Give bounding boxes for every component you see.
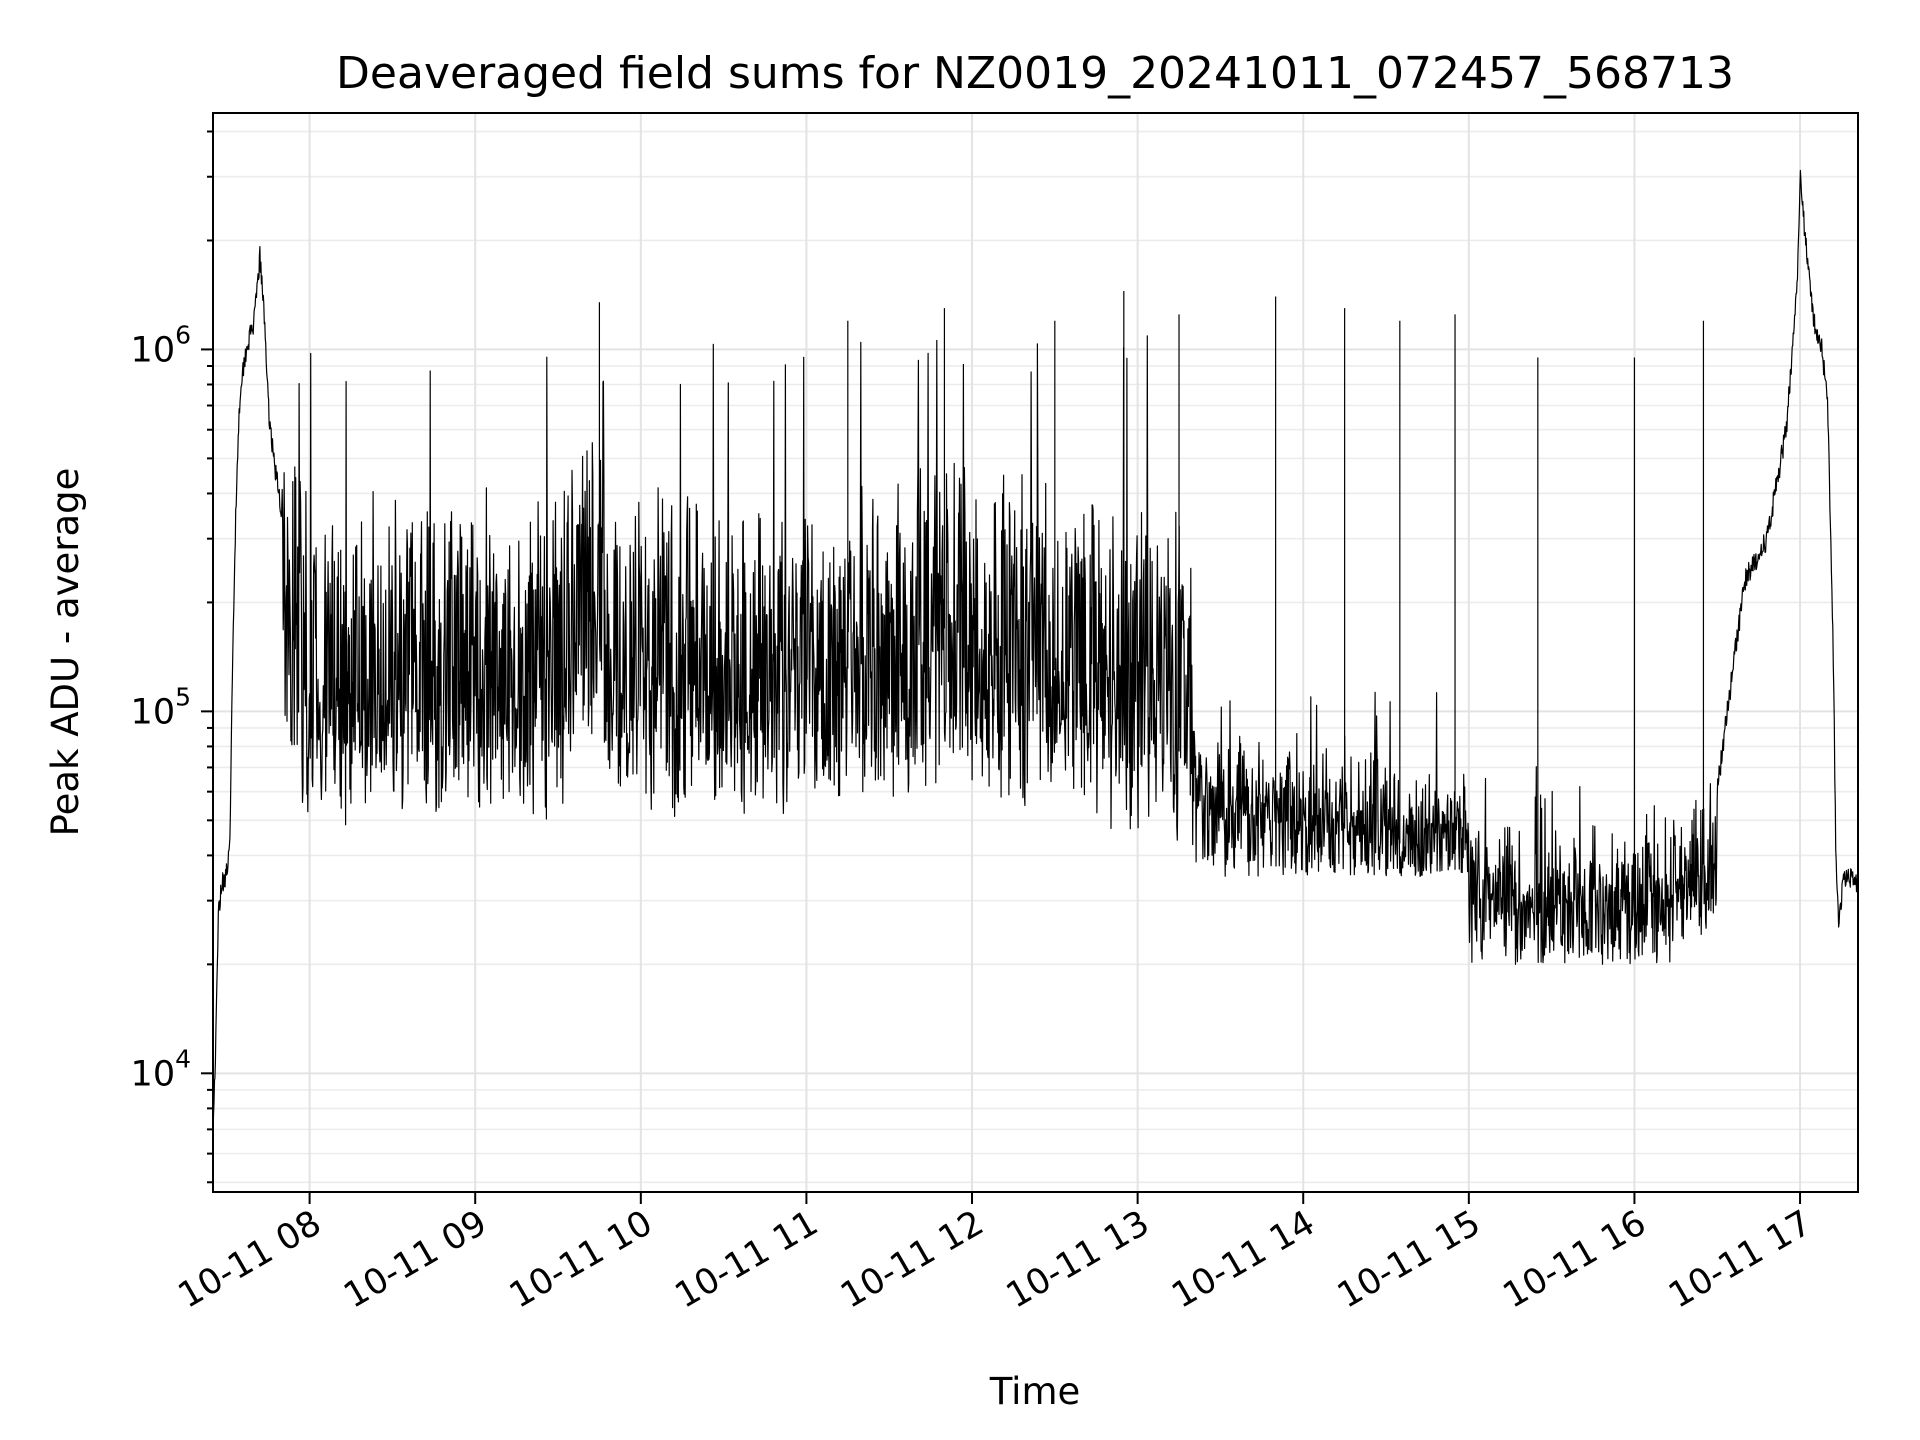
y-tick-label-base: 10 <box>131 1054 176 1094</box>
y-tick-label-base: 10 <box>131 692 176 732</box>
x-axis-label: Time <box>989 1370 1081 1413</box>
plot-frame <box>212 112 1859 1193</box>
y-tick-label-exponent: 5 <box>175 682 191 711</box>
grid <box>213 113 1858 1192</box>
series-layer <box>212 169 1859 1141</box>
y-tick-label-exponent: 6 <box>175 320 191 349</box>
series-line <box>212 169 1859 1141</box>
y-tick-label: 104 <box>131 1044 191 1094</box>
y-tick-label-base: 10 <box>131 330 176 370</box>
y-tick-label: 106 <box>131 320 191 370</box>
y-tick-label-exponent: 4 <box>175 1044 191 1073</box>
y-axis-label: Peak ADU - average <box>44 468 87 837</box>
chart-title: Deaveraged field sums for NZ0019_2024101… <box>336 48 1734 99</box>
y-tick-label: 105 <box>131 682 191 732</box>
